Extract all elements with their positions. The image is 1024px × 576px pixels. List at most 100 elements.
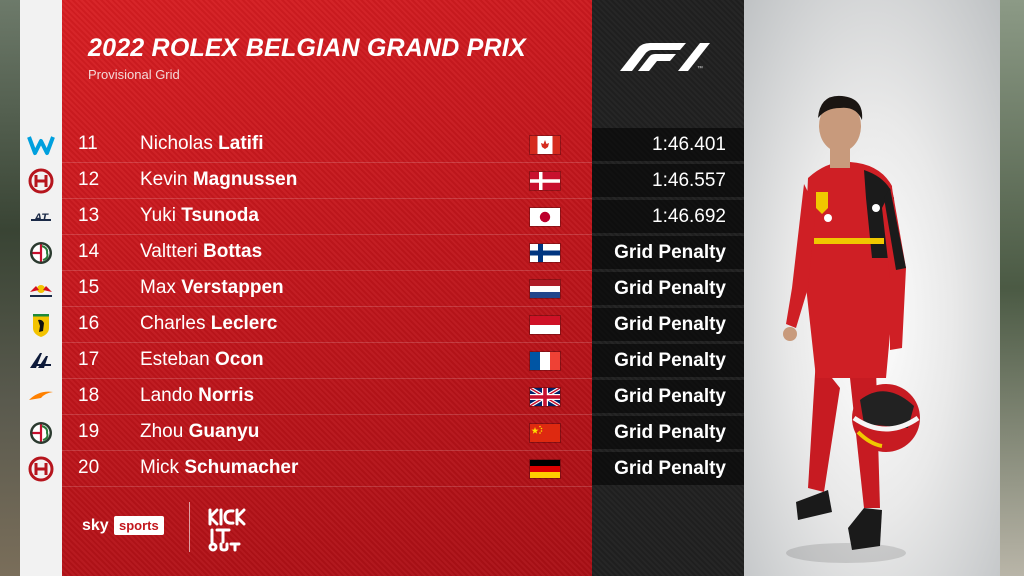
row-separator xyxy=(62,270,592,271)
lap-time: Grid Penalty xyxy=(614,278,726,299)
driver-name: Esteban Ocon xyxy=(140,349,264,371)
grid-row: 18 Lando Norris Grid Penalty xyxy=(0,379,744,415)
ferrari-logo xyxy=(27,312,55,338)
track-background-right xyxy=(1000,0,1024,576)
driver-last-name: Norris xyxy=(198,385,255,406)
red-bull-logo xyxy=(27,276,55,302)
time-cell: 1:46.401 xyxy=(592,128,744,161)
time-cell: 1:46.557 xyxy=(592,164,744,197)
red-panel xyxy=(62,0,592,576)
driver-first-name: Nicholas xyxy=(140,133,213,154)
grid-row: 15 Max Verstappen Grid Penalty xyxy=(0,271,744,307)
row-separator xyxy=(62,342,592,343)
driver-name: Charles Leclerc xyxy=(140,313,277,335)
row-separator xyxy=(62,162,592,163)
row-separator xyxy=(62,198,592,199)
time-cell: 1:46.692 xyxy=(592,200,744,233)
finland-flag-icon xyxy=(530,244,560,262)
alpine-logo xyxy=(27,348,55,374)
driver-first-name: Max xyxy=(140,277,176,298)
driver-last-name: Ocon xyxy=(215,349,264,370)
haas-logo xyxy=(27,168,55,194)
driver-name: Nicholas Latifi xyxy=(140,133,264,155)
france-flag-icon xyxy=(530,352,560,370)
grid-position: 19 xyxy=(78,421,100,442)
f1-logo xyxy=(620,43,710,71)
driver-first-name: Charles xyxy=(140,313,206,334)
grid-row: 19 Zhou Guanyu Grid Penalty xyxy=(0,415,744,451)
germany-flag-icon xyxy=(530,460,560,478)
canada-flag-icon xyxy=(530,136,560,154)
time-cell: Grid Penalty xyxy=(592,380,744,413)
driver-first-name: Lando xyxy=(140,385,193,406)
row-separator xyxy=(62,306,592,307)
lap-time: Grid Penalty xyxy=(614,458,726,479)
driver-first-name: Mick xyxy=(140,457,180,478)
driver-name: Zhou Guanyu xyxy=(140,421,259,443)
driver-last-name: Latifi xyxy=(218,133,264,154)
driver-last-name: Leclerc xyxy=(210,313,278,334)
time-cell: Grid Penalty xyxy=(592,452,744,485)
grid-position: 18 xyxy=(78,385,100,406)
grid-row: 12 Kevin Magnussen 1:46.557 xyxy=(0,163,744,199)
row-separator xyxy=(62,234,592,235)
driver-name: Valtteri Bottas xyxy=(140,241,262,263)
grid-position: 13 xyxy=(78,205,100,226)
page-subtitle: Provisional Grid xyxy=(88,67,180,82)
driver-first-name: Esteban xyxy=(140,349,210,370)
grid-row: 11 Nicholas Latifi 1:46.401 xyxy=(0,127,744,163)
grid-position: 12 xyxy=(78,169,100,190)
grid-row: AT 13 Yuki Tsunoda 1:46.692 xyxy=(0,199,744,235)
netherlands-flag-icon xyxy=(530,280,560,298)
grid-position: 11 xyxy=(78,133,98,154)
time-cell: Grid Penalty xyxy=(592,344,744,377)
driver-name: Lando Norris xyxy=(140,385,254,407)
lap-time: 1:46.557 xyxy=(652,170,726,191)
lap-time: 1:46.692 xyxy=(652,206,726,227)
lap-time: Grid Penalty xyxy=(614,386,726,407)
grid-position: 17 xyxy=(78,349,100,370)
driver-name: Max Verstappen xyxy=(140,277,284,299)
alfa-romeo-logo xyxy=(27,420,55,446)
driver-first-name: Valtteri xyxy=(140,241,198,262)
grid-position: 20 xyxy=(78,457,100,478)
grid-position: 14 xyxy=(78,241,100,262)
driver-last-name: Tsunoda xyxy=(181,205,259,226)
alfa-romeo-logo xyxy=(27,240,55,266)
united-kingdom-flag-icon xyxy=(530,388,560,406)
trademark-mark: ™ xyxy=(697,66,703,72)
footer-divider xyxy=(189,502,190,552)
page-title: 2022 ROLEX BELGIAN GRAND PRIX xyxy=(88,34,526,62)
williams-logo xyxy=(27,132,55,158)
driver-last-name: Verstappen xyxy=(181,277,284,298)
driver-last-name: Schumacher xyxy=(184,457,299,478)
grid-row: 20 Mick Schumacher Grid Penalty xyxy=(0,451,744,487)
driver-photo xyxy=(783,95,920,563)
driver-last-name: Guanyu xyxy=(188,421,260,442)
lap-time: Grid Penalty xyxy=(614,242,726,263)
svg-text:AT: AT xyxy=(33,212,49,224)
monaco-flag-icon xyxy=(530,316,560,334)
row-separator xyxy=(62,450,592,451)
time-cell: Grid Penalty xyxy=(592,236,744,269)
lap-time: Grid Penalty xyxy=(614,314,726,335)
driver-first-name: Yuki xyxy=(140,205,176,226)
row-separator xyxy=(62,378,592,379)
mclaren-logo xyxy=(27,384,55,410)
row-separator xyxy=(62,486,592,487)
driver-name: Kevin Magnussen xyxy=(140,169,297,191)
alphatauri-logo: AT xyxy=(27,204,55,230)
sports-wordmark: sports xyxy=(114,516,164,535)
grid-row: 16 Charles Leclerc Grid Penalty xyxy=(0,307,744,343)
haas-logo xyxy=(27,456,55,482)
japan-flag-icon xyxy=(530,208,560,226)
grid-position: 15 xyxy=(78,277,100,298)
driver-first-name: Zhou xyxy=(140,421,184,442)
grid-row: 17 Esteban Ocon Grid Penalty xyxy=(0,343,744,379)
driver-last-name: Bottas xyxy=(203,241,263,262)
lap-time: 1:46.401 xyxy=(652,134,726,155)
driver-first-name: Kevin xyxy=(140,169,188,190)
row-separator xyxy=(62,414,592,415)
time-cell: Grid Penalty xyxy=(592,416,744,449)
